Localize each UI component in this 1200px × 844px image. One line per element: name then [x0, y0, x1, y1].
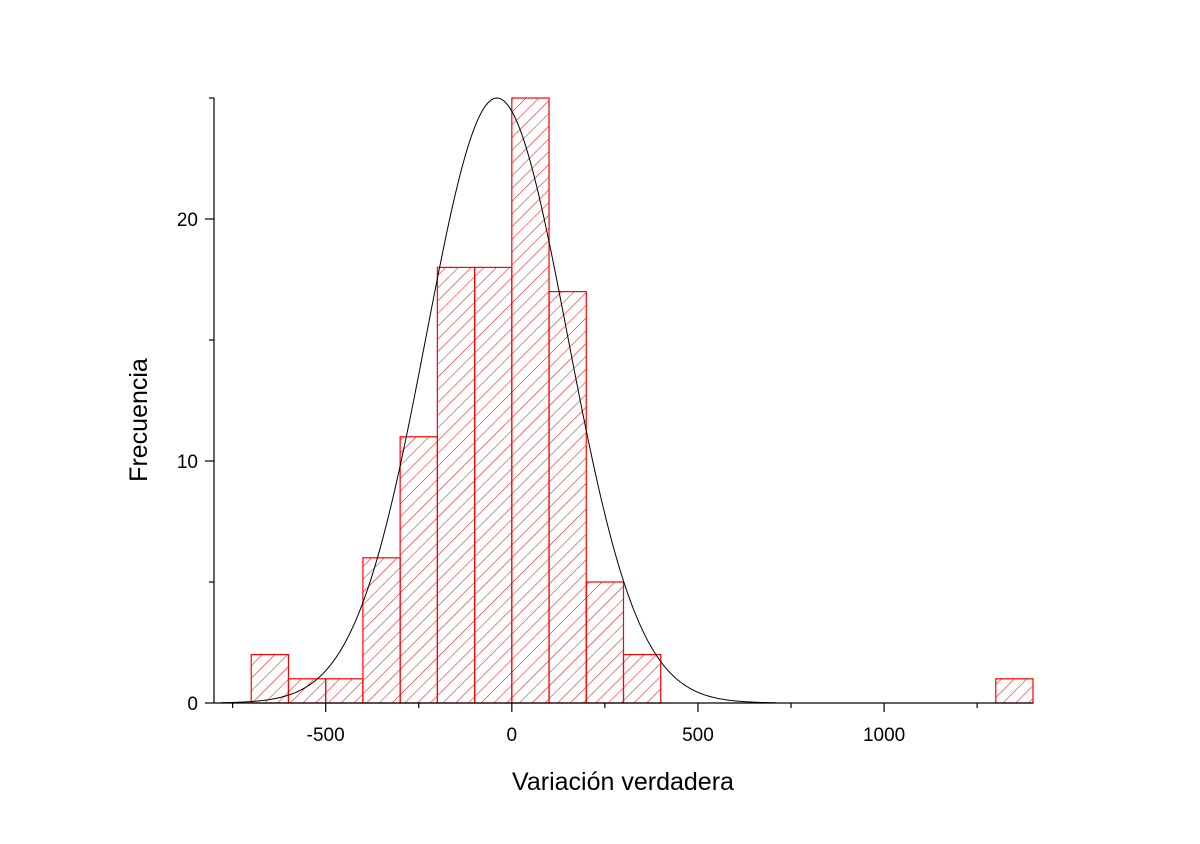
normal-fit-curve	[221, 97, 777, 704]
histogram-bar	[436, 266, 476, 704]
y-tick-label: 10	[177, 452, 198, 473]
histogram-bar	[585, 581, 625, 704]
histogram-bar	[995, 678, 1034, 704]
x-tick-label: 0	[507, 725, 518, 746]
histogram-bar	[362, 557, 401, 704]
histogram-bar	[250, 653, 290, 704]
histogram-bar	[399, 436, 438, 704]
x-tick-label: 1000	[863, 725, 905, 746]
histogram-bar	[511, 97, 550, 704]
y-tick-label: 20	[177, 210, 198, 231]
histogram-bar	[287, 678, 327, 704]
histogram-bar	[622, 653, 662, 704]
histogram-bars	[250, 97, 1034, 704]
histogram-bar	[473, 266, 513, 704]
y-tick-label: 0	[187, 694, 198, 715]
histogram-bar	[548, 291, 587, 704]
histogram-bar	[325, 678, 364, 704]
x-axis-title: Variación verdadera	[512, 768, 734, 796]
x-tick-label: -500	[307, 725, 345, 746]
axes: -500 0 500 1000 0 10 20	[177, 97, 1033, 746]
x-tick-label: 500	[682, 725, 714, 746]
y-axis-title: Frecuencia	[125, 358, 153, 482]
